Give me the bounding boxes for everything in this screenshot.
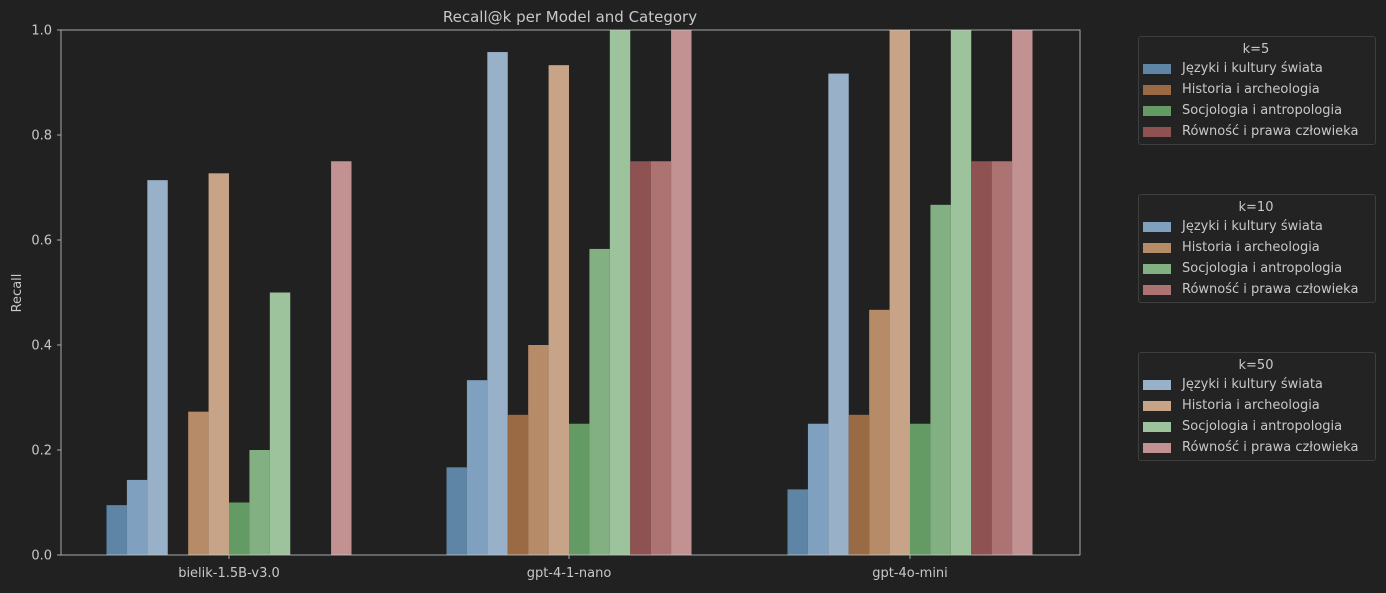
bar xyxy=(991,161,1013,555)
axes-group: 0.0 0.2 0.4 0.6 0.8 1.0 bielik-1.5B-v3.0 gpt-4-… xyxy=(31,24,1081,581)
bar xyxy=(569,423,590,555)
bar xyxy=(126,479,148,555)
legend-swatch xyxy=(1143,126,1171,137)
y-tick-label: 0.8 xyxy=(31,129,52,144)
legend-item: Równość i prawa człowieka xyxy=(1143,121,1369,142)
bar xyxy=(269,292,291,555)
bar xyxy=(1012,30,1033,555)
legend-label: Socjologia i antropologia xyxy=(1182,261,1343,276)
y-axis-label: Recall xyxy=(10,274,25,313)
legend-item: Równość i prawa człowieka xyxy=(1143,437,1369,458)
legend-swatch xyxy=(1143,442,1171,453)
y-tick-label: 0.6 xyxy=(31,234,52,249)
legend-label: Równość i prawa człowieka xyxy=(1182,282,1359,297)
legend-label: Języki i kultury świata xyxy=(1182,219,1323,234)
bar xyxy=(507,414,529,555)
legend-swatch xyxy=(1143,421,1171,432)
bar xyxy=(249,450,270,555)
legend-k10: k=10 Języki i kultury świata Historia i ar… xyxy=(1138,194,1376,303)
x-tick-label: gpt-4o-mini xyxy=(872,566,948,581)
legend-item: Równość i prawa człowieka xyxy=(1143,279,1369,300)
legend-swatch xyxy=(1143,400,1171,411)
bar xyxy=(828,73,849,555)
y-tick-label: 0.2 xyxy=(31,444,52,459)
bar xyxy=(910,423,931,555)
chart-title: Recall@k per Model and Category xyxy=(443,8,697,26)
bar xyxy=(930,204,951,555)
bar xyxy=(807,423,829,555)
bar xyxy=(548,65,569,556)
bar xyxy=(848,414,870,555)
legend-swatch xyxy=(1143,84,1171,95)
legend-item: Socjologia i antropologia xyxy=(1143,100,1369,121)
bar xyxy=(787,489,808,556)
legend-item: Socjologia i antropologia xyxy=(1143,416,1369,437)
bar xyxy=(208,173,229,555)
plot-frame xyxy=(60,29,1081,556)
legend-label: Historia i archeologia xyxy=(1182,82,1320,97)
bar xyxy=(950,30,972,555)
bar xyxy=(528,345,549,555)
legend-item: Historia i archeologia xyxy=(1143,79,1369,100)
legend-item: Języki i kultury świata xyxy=(1143,216,1369,237)
bars-group xyxy=(106,30,1033,556)
legend-swatch xyxy=(1143,105,1171,116)
legend-label: Socjologia i antropologia xyxy=(1182,103,1343,118)
legend-label: Języki i kultury świata xyxy=(1182,61,1323,76)
legend-swatch xyxy=(1143,284,1171,295)
legend-label: Języki i kultury świata xyxy=(1182,377,1323,392)
legend-title: k=10 xyxy=(1238,200,1274,215)
legend-item: Języki i kultury świata xyxy=(1143,374,1369,395)
legend-k5: k=5 Języki i kultury świata Historia i arc… xyxy=(1138,36,1376,145)
bar xyxy=(630,161,651,555)
y-tick-label: 1.0 xyxy=(31,24,52,39)
legend-swatch xyxy=(1143,379,1171,390)
legend-k50: k=50 Języki i kultury świata Historia i ar… xyxy=(1138,352,1376,461)
x-tick-label: gpt-4-1-nano xyxy=(527,566,612,581)
bar xyxy=(589,248,610,555)
legend-label: Równość i prawa człowieka xyxy=(1182,440,1359,455)
bar xyxy=(331,161,352,555)
y-tick-label: 0.4 xyxy=(31,339,52,354)
legend-label: Socjologia i antropologia xyxy=(1182,419,1343,434)
legend-item: Historia i archeologia xyxy=(1143,395,1369,416)
legend-item: Historia i archeologia xyxy=(1143,237,1369,258)
legend-swatch xyxy=(1143,63,1171,74)
bar xyxy=(147,180,168,555)
bar xyxy=(971,161,992,555)
x-tick-label: bielik-1.5B-v3.0 xyxy=(178,566,280,581)
legend-swatch xyxy=(1143,221,1171,232)
bar xyxy=(650,161,672,555)
y-tick-label: 0.0 xyxy=(31,549,52,564)
legend-label: Historia i archeologia xyxy=(1182,240,1320,255)
legend-title: k=5 xyxy=(1242,42,1270,57)
bar xyxy=(609,30,631,555)
bar xyxy=(466,380,488,555)
bar xyxy=(671,30,692,555)
legend-swatch xyxy=(1143,263,1171,274)
bar xyxy=(889,30,910,555)
legend-label: Równość i prawa człowieka xyxy=(1182,124,1359,139)
bar xyxy=(106,505,127,556)
legend-item: Socjologia i antropologia xyxy=(1143,258,1369,279)
legend-swatch xyxy=(1143,242,1171,253)
legend-label: Historia i archeologia xyxy=(1182,398,1320,413)
bar xyxy=(229,502,250,555)
legend-title: k=50 xyxy=(1238,358,1274,373)
bar xyxy=(869,309,890,555)
bar xyxy=(487,52,508,556)
bar xyxy=(188,411,209,555)
bar xyxy=(446,467,467,555)
legend-item: Języki i kultury świata xyxy=(1143,58,1369,79)
